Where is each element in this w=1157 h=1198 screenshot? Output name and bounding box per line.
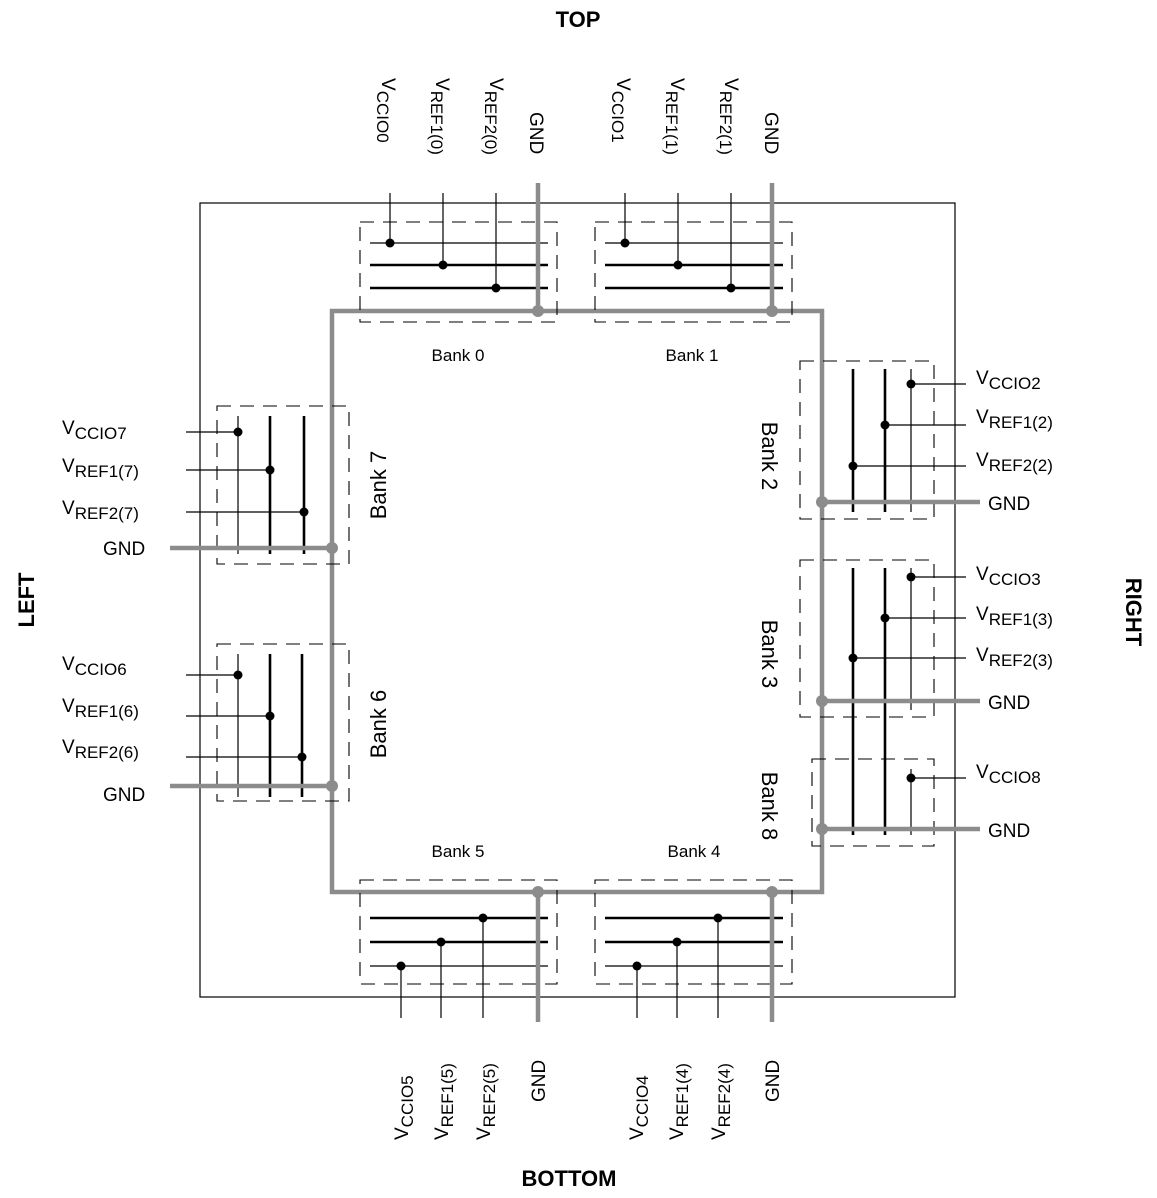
bank2-label: Bank 2 [757,422,782,491]
vref2-0-label: VREF2(0) [481,78,506,155]
bank7-box [216,405,350,565]
vref1-1-label: VREF1(1) [662,78,687,155]
bank3-box [799,559,935,718]
left-pin-labels: VCCIO7 VREF1(7) VREF2(7) GND VCCIO6 VREF… [62,418,145,806]
vref1-6-label: VREF1(6) [62,696,139,721]
bank-boxes [216,221,935,985]
gnd-bottom-5-label: GND [529,1060,550,1102]
bank6-label: Bank 6 [366,690,391,759]
gnd-bottom-4-label: GND [763,1060,784,1102]
gnd-left-7-label: GND [103,539,145,560]
bottom-pin-labels: VCCIO5 VREF1(5) VREF2(5) GND VCCIO4 VREF… [392,1060,784,1140]
vref1-5-label: VREF1(5) [432,1063,457,1140]
bank7-wiring [170,416,338,554]
bank2-box [799,360,935,520]
right-pin-labels: VCCIO2 VREF1(2) VREF2(2) GND VCCIO3 VREF… [976,368,1053,842]
vccio6-label: VCCIO6 [62,654,127,679]
vref1-2-label: VREF1(2) [976,407,1053,432]
vref2-6-label: VREF2(6) [62,737,139,762]
vccio5-label: VCCIO5 [392,1075,417,1140]
bank3-label: Bank 3 [757,620,782,689]
bank5-box [359,879,558,985]
vref2-3-label: VREF2(3) [976,645,1053,670]
left-label: LEFT [14,572,39,628]
vccio7-label: VCCIO7 [62,418,127,443]
bank6-box [216,643,350,802]
gnd-right-8-label: GND [988,821,1030,842]
bank1-box [594,221,793,323]
package-outline [199,202,956,998]
vref2-5-label: VREF2(5) [474,1063,499,1140]
bank0-box [359,221,558,323]
bank1-wiring [605,183,783,317]
gnd-right-2-label: GND [988,494,1030,515]
bank0-label: Bank 0 [432,346,485,365]
vccio3-label: VCCIO3 [976,564,1041,589]
vccio0-label: VCCIO0 [373,78,398,143]
bank0-wiring [370,183,548,317]
bank5-label: Bank 5 [432,842,485,861]
top-pin-labels: VCCIO0 VREF1(0) VREF2(0) GND VCCIO1 VREF… [373,78,781,155]
bank4-box [594,879,793,985]
gnd-top-1-label: GND [760,112,781,154]
gnd-top-0-label: GND [525,112,546,154]
bank8-label: Bank 8 [757,772,782,841]
bank3-wiring [816,568,980,835]
vccio4-label: VCCIO4 [627,1075,652,1140]
vref1-0-label: VREF1(0) [427,78,452,155]
vccio2-label: VCCIO2 [976,368,1041,393]
bank6-wiring [170,654,338,797]
bottom-label: BOTTOM [522,1166,617,1191]
bank5-wiring [370,886,548,1022]
right-label: RIGHT [1121,578,1146,647]
bank1-label: Bank 1 [666,346,719,365]
vref2-4-label: VREF2(4) [709,1063,734,1140]
bank4-wiring [605,886,783,1022]
bank8-box [811,758,935,847]
vref1-3-label: VREF1(3) [976,604,1053,629]
bank8-wiring [816,769,980,835]
gnd-left-6-label: GND [103,785,145,806]
bank7-label: Bank 7 [366,451,391,520]
gnd-right-3-label: GND [988,693,1030,714]
vref1-7-label: VREF1(7) [62,456,139,481]
top-label: TOP [556,7,601,32]
vccio1-label: VCCIO1 [608,78,633,143]
bank2-wiring [816,369,980,512]
vref1-4-label: VREF1(4) [667,1063,692,1140]
vccio8-label: VCCIO8 [976,762,1041,787]
die-ground-ring [329,308,825,895]
vref2-2-label: VREF2(2) [976,450,1053,475]
bank4-label: Bank 4 [668,842,721,861]
vref2-1-label: VREF2(1) [716,78,741,155]
vref2-7-label: VREF2(7) [62,498,139,523]
